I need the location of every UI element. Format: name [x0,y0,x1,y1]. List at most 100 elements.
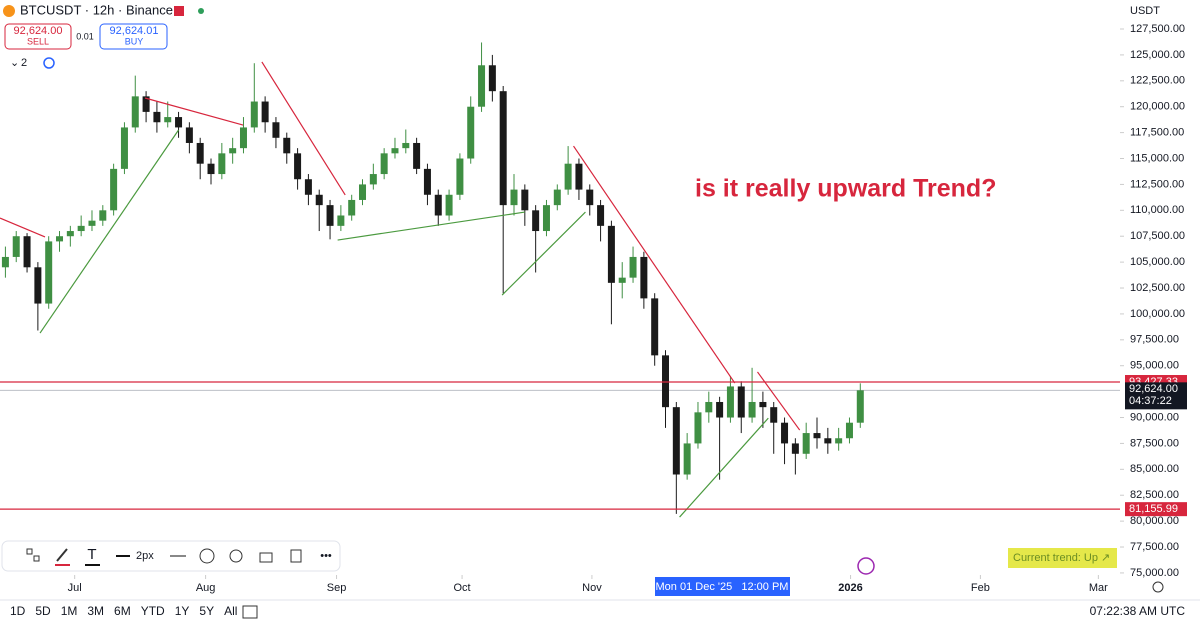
range-button[interactable]: 1M [61,604,78,618]
currency: USDT [1130,5,1160,17]
candle-body [835,438,843,444]
tool-alert[interactable] [229,549,243,563]
candle-body [380,153,388,175]
y-tick-label: 105,000.00 [1130,256,1185,268]
candle-body [315,194,323,206]
tool-layout[interactable] [26,548,33,555]
clock: 07:22:38 AM UTC [1090,604,1186,618]
crosshair-bg [655,577,790,596]
spread: 0.01 [76,31,94,41]
candle-body [12,236,20,257]
sync-icon[interactable] [43,57,55,69]
candle-body [597,205,605,226]
axis-settings[interactable] [1152,581,1164,593]
candle-body [651,298,659,356]
trend-line [573,145,736,384]
range-button[interactable]: All [224,604,237,618]
candle-body [586,189,594,206]
tool-pen[interactable] [56,548,68,562]
candle-body [250,101,258,128]
sell-price: 92,624.00 [14,25,63,37]
candle-body [304,179,312,195]
date-range-icon[interactable] [242,605,258,619]
x-tick-label: Feb [971,582,990,594]
candle-body [683,443,691,475]
y-tick-label: 97,500.00 [1130,334,1179,346]
candle-body [218,153,226,175]
candle-body [510,189,518,206]
candle-body [45,241,53,304]
sell-label: SELL [27,36,49,46]
candle-body [99,210,107,221]
range-button[interactable]: 5Y [199,604,214,618]
candle-body [56,236,64,242]
y-tick-label: 107,500.00 [1130,230,1185,242]
y-tick-label: 85,000.00 [1130,463,1179,475]
pen-color [55,564,70,566]
tool-text[interactable]: T [87,546,96,563]
candle-body [640,256,648,299]
tool-settings[interactable] [199,548,215,564]
range-button[interactable]: YTD [141,604,165,618]
candle-body [434,194,442,216]
candle-body [813,433,821,439]
candle-body [131,96,139,128]
range-button[interactable]: 1D [10,604,26,618]
candle-body [791,443,799,454]
candle-body [120,127,128,169]
candle-body [748,401,756,418]
candle-body [1,256,9,268]
y-tick-label: 82,500.00 [1130,489,1179,501]
candle-body [824,438,832,444]
x-tick-label: Mar [1089,582,1108,594]
sell-button[interactable] [4,23,72,50]
candle-body [402,142,410,149]
candle-body [672,407,680,475]
candle-body [207,163,215,175]
candle-body [467,106,475,159]
flag[interactable] [174,6,184,16]
candle-body [737,386,745,418]
range-button[interactable]: 6M [114,604,131,618]
trend-line [679,417,769,518]
candle-body [532,210,540,232]
candle-body [770,407,778,423]
tool-lock[interactable] [259,552,273,563]
candle-body [196,142,204,164]
indicator-toggle[interactable]: ⌄ [10,57,19,69]
candle-body [499,91,507,206]
range-button[interactable]: 1Y [175,604,190,618]
candle-body [726,386,734,418]
candle-body [348,199,356,216]
candle-body [845,422,853,439]
last-price-label: 92,624.00 [1129,383,1178,395]
x-tick-label: Oct [454,582,471,594]
tool-delete[interactable] [290,549,302,563]
candle-body [564,163,572,190]
candle-body [856,390,864,423]
candle-body [88,220,96,226]
buy-price: 92,624.01 [110,25,159,37]
candle-body [326,205,334,226]
candle-body [423,168,431,195]
candle-body [705,401,713,413]
candle-body [391,148,399,154]
candle-body [77,225,85,232]
buy-button[interactable] [99,23,168,50]
y-tick-label: 90,000.00 [1130,411,1179,423]
range-button[interactable]: 3M [87,604,104,618]
price-badge [1125,502,1187,517]
event-icon[interactable] [857,557,875,575]
tool-more[interactable]: ••• [320,550,332,562]
candle-body [337,215,345,226]
candle-body [521,189,529,211]
candle-body [369,174,377,185]
candle-body [575,163,583,190]
y-tick-label: 100,000.00 [1130,308,1185,320]
drawing-toolbar: T 2px ••• [1,540,341,572]
status-dot [198,8,204,14]
candle-body [175,117,183,128]
candle-body [716,401,724,418]
range-button[interactable]: 5D [35,604,51,618]
